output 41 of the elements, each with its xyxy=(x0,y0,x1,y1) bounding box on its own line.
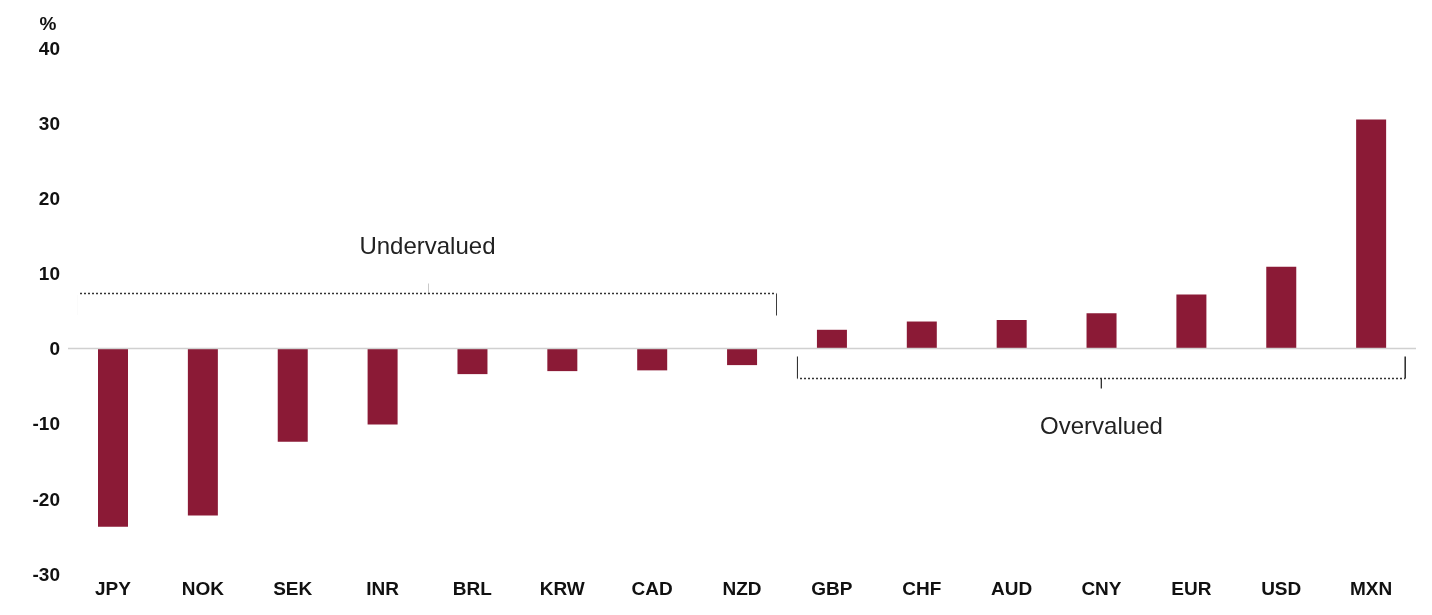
bar xyxy=(906,321,937,349)
x-tick-label: NOK xyxy=(181,578,225,600)
x-tick-label: GBP xyxy=(811,578,853,600)
bar xyxy=(1266,266,1297,349)
bar xyxy=(98,348,128,527)
y-axis-title: % xyxy=(39,13,57,34)
bar xyxy=(1356,119,1387,349)
bar xyxy=(637,348,668,371)
x-tick-label: CAD xyxy=(631,578,673,600)
x-tick-label: JPY xyxy=(94,578,132,600)
x-tick-label: USD xyxy=(1261,578,1302,600)
bar xyxy=(816,329,847,349)
x-tick-label: CNY xyxy=(1081,578,1122,600)
bar xyxy=(277,348,308,442)
bar xyxy=(547,348,578,372)
x-tick-label: SEK xyxy=(273,578,313,600)
y-tick-label: -30 xyxy=(32,563,60,585)
bar xyxy=(727,348,758,366)
annotation: Undervalued xyxy=(359,231,496,259)
x-tick-label: BRL xyxy=(452,578,493,600)
y-tick-label: 40 xyxy=(38,37,60,59)
bar xyxy=(367,348,398,425)
x-tick-label: MXN xyxy=(1349,578,1393,600)
y-tick-label: 30 xyxy=(38,112,60,134)
x-tick-label: KRW xyxy=(539,578,585,600)
bar xyxy=(1086,313,1117,349)
y-tick-label: 0 xyxy=(49,338,60,360)
y-tick-label: 10 xyxy=(38,263,60,285)
y-tick-label: -10 xyxy=(32,413,60,435)
bar xyxy=(457,348,488,375)
bar xyxy=(1176,294,1207,349)
annotation: Overvalued xyxy=(1040,411,1163,439)
y-tick-label: -20 xyxy=(32,488,60,510)
x-tick-label: CHF xyxy=(902,578,942,600)
bar xyxy=(187,348,218,516)
x-tick-label: AUD xyxy=(991,578,1033,600)
bar xyxy=(996,320,1027,349)
x-tick-label: EUR xyxy=(1171,578,1212,600)
x-tick-label: NZD xyxy=(722,578,762,600)
y-tick-label: 20 xyxy=(38,188,60,210)
x-tick-label: INR xyxy=(366,578,400,600)
